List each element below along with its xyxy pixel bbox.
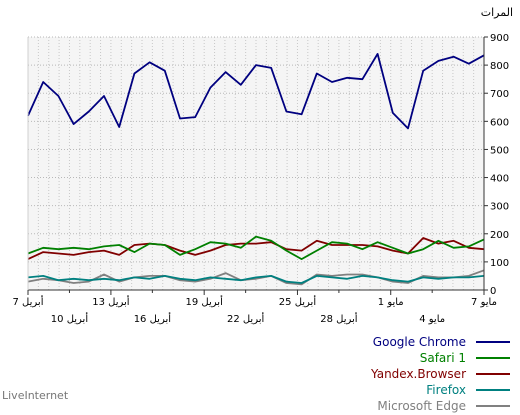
legend-label: Firefox (426, 383, 466, 397)
legend-label: Google Chrome (372, 335, 466, 349)
x-tick-label: 13 أبريل (92, 295, 130, 308)
x-tick-label: 16 أبريل (134, 312, 172, 325)
y-tick-label: 100 (490, 258, 509, 269)
series-line-google-chrome (27, 53, 485, 130)
x-tick-label: 19 أبريل (186, 295, 224, 308)
legend: Google Chrome Safari 1 Yandex.Browser Firef… (330, 335, 510, 415)
y-tick-label: 400 (490, 174, 509, 185)
legend-item-firefox: Firefox (330, 383, 510, 399)
legend-label: Yandex.Browser (371, 367, 466, 381)
x-tick-label: 10 أبريل (51, 312, 89, 325)
legend-swatch (476, 357, 510, 359)
legend-swatch (476, 389, 510, 391)
legend-swatch (476, 405, 510, 407)
y-tick-label: 800 (490, 61, 509, 72)
legend-swatch (476, 373, 510, 375)
x-tick-label: 1 مايو (378, 297, 404, 308)
x-tick-label: 7 مايو (471, 297, 497, 308)
y-axis-title: المرات (481, 6, 513, 19)
y-tick-label: 700 (490, 89, 509, 100)
x-tick-label: 22 أبريل (227, 312, 265, 325)
legend-swatch (476, 341, 510, 343)
chart: 0 100 200 300 400 500 600 700 800 900 المرات 7 مايو… (13, 6, 513, 325)
y-tick-label: 300 (490, 202, 509, 213)
footer-brand: LiveInternet (2, 389, 69, 402)
y-tick-label: 0 (490, 286, 496, 297)
y-tick-label: 200 (490, 230, 509, 241)
series-line-firefox (27, 274, 485, 284)
x-tick-label: 7 أبريل (13, 295, 44, 308)
legend-item-safari-1: Safari 1 (330, 351, 510, 367)
x-tick-label: 28 أبريل (320, 312, 358, 325)
series-line-microsoft-edge (27, 269, 485, 286)
y-tick-label: 900 (490, 33, 509, 44)
legend-label: Microsoft Edge (377, 399, 466, 413)
x-tick-label: 25 أبريل (279, 295, 317, 308)
legend-item-yandex-browser: Yandex.Browser (330, 367, 510, 383)
legend-label: Safari 1 (419, 351, 466, 365)
x-tick-label: 4 مايو (419, 314, 445, 325)
series-line-safari-1 (27, 235, 485, 261)
legend-item-microsoft-edge: Microsoft Edge (330, 399, 510, 415)
y-tick-label: 500 (490, 145, 509, 156)
y-tick-label: 600 (490, 117, 509, 128)
legend-item-google-chrome: Google Chrome (330, 335, 510, 351)
